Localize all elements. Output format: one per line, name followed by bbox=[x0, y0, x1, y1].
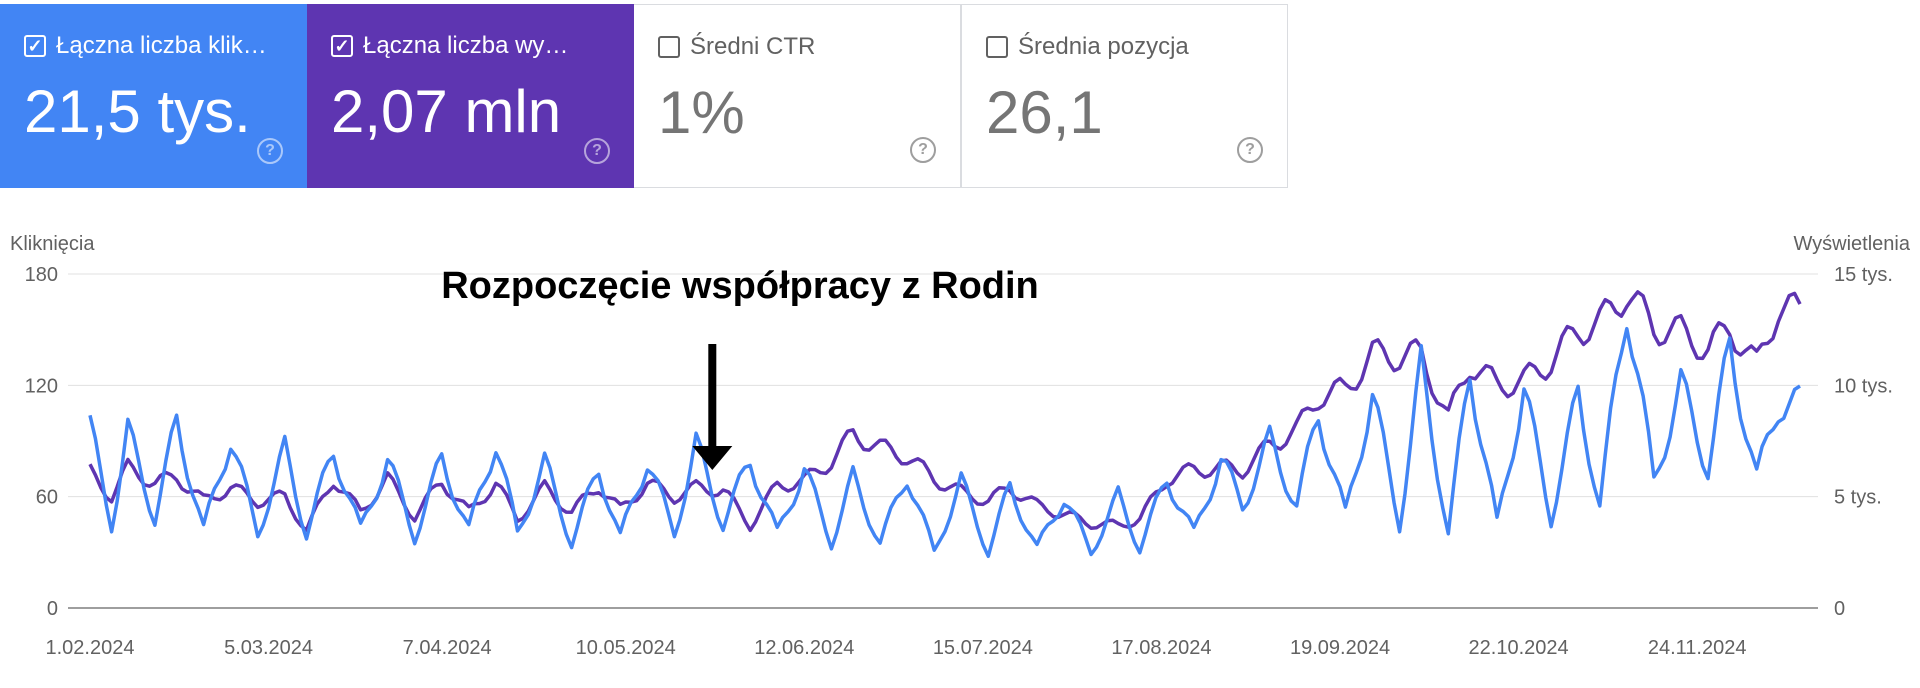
x-tick-label: 24.11.2024 bbox=[1648, 637, 1747, 659]
x-tick-label: 19.09.2024 bbox=[1290, 637, 1390, 659]
metric-value: 1% bbox=[658, 79, 745, 146]
y-tick-label-left: 180 bbox=[25, 264, 58, 286]
metric-card-header: Średni CTR bbox=[658, 33, 815, 61]
checkbox-checked-icon[interactable]: ✓ bbox=[331, 35, 353, 57]
series-line-clicks bbox=[88, 326, 1801, 559]
help-icon[interactable]: ? bbox=[257, 138, 283, 164]
x-tick-label: 15.07.2024 bbox=[933, 637, 1033, 659]
y-tick-label-right: 0 bbox=[1834, 598, 1845, 620]
metric-label: Łączna liczba klik… bbox=[56, 32, 267, 59]
metric-card-position[interactable]: Średnia pozycja 26,1 ? bbox=[961, 4, 1288, 188]
metric-label: Średnia pozycja bbox=[1018, 33, 1189, 60]
help-icon[interactable]: ? bbox=[910, 137, 936, 163]
x-tick-label: 22.10.2024 bbox=[1469, 637, 1569, 659]
metric-value: 21,5 tys. bbox=[24, 78, 251, 145]
metric-card-header: ✓ Łączna liczba klik… bbox=[24, 32, 267, 60]
metric-card-header: ✓ Łączna liczba wy… bbox=[331, 32, 568, 60]
y-tick-label-left: 60 bbox=[36, 487, 58, 509]
metric-label: Średni CTR bbox=[690, 33, 816, 60]
metric-label: Łączna liczba wy… bbox=[363, 32, 569, 59]
annotation-arrow-head-icon bbox=[692, 446, 733, 470]
x-tick-label: 7.04.2024 bbox=[403, 637, 492, 659]
x-tick-label: 5.03.2024 bbox=[224, 637, 313, 659]
help-icon[interactable]: ? bbox=[1237, 137, 1263, 163]
checkbox-unchecked-icon[interactable] bbox=[658, 36, 680, 58]
x-tick-label: 10.05.2024 bbox=[576, 637, 676, 659]
metric-card-header: Średnia pozycja bbox=[986, 33, 1189, 61]
metric-value: 2,07 mln bbox=[331, 78, 562, 145]
help-icon[interactable]: ? bbox=[584, 138, 610, 164]
x-tick-label: 12.06.2024 bbox=[754, 637, 854, 659]
annotation-label: Rozpoczęcie współpracy z Rodin bbox=[441, 265, 1039, 307]
metric-card-clicks[interactable]: ✓ Łączna liczba klik… 21,5 tys. ? bbox=[0, 4, 307, 188]
metric-card-ctr[interactable]: Średni CTR 1% ? bbox=[634, 4, 961, 188]
checkbox-unchecked-icon[interactable] bbox=[986, 36, 1008, 58]
y-tick-label-left: 120 bbox=[25, 375, 58, 397]
y-tick-label-left: 0 bbox=[47, 598, 58, 620]
x-tick-label: 1.02.2024 bbox=[46, 637, 135, 659]
x-tick-label: 17.08.2024 bbox=[1111, 637, 1211, 659]
y-tick-label-right: 10 tys. bbox=[1834, 375, 1893, 397]
metric-value: 26,1 bbox=[986, 79, 1103, 146]
y-axis-right-title: Wyświetlenia bbox=[1793, 233, 1910, 255]
metric-card-impressions[interactable]: ✓ Łączna liczba wy… 2,07 mln ? bbox=[307, 4, 634, 188]
checkbox-checked-icon[interactable]: ✓ bbox=[24, 35, 46, 57]
y-axis-left-title: Kliknięcia bbox=[10, 233, 95, 255]
metric-cards: ✓ Łączna liczba klik… 21,5 tys. ? ✓ Łącz… bbox=[0, 4, 1288, 188]
y-tick-label-right: 15 tys. bbox=[1834, 264, 1893, 286]
y-tick-label-right: 5 tys. bbox=[1834, 487, 1882, 509]
